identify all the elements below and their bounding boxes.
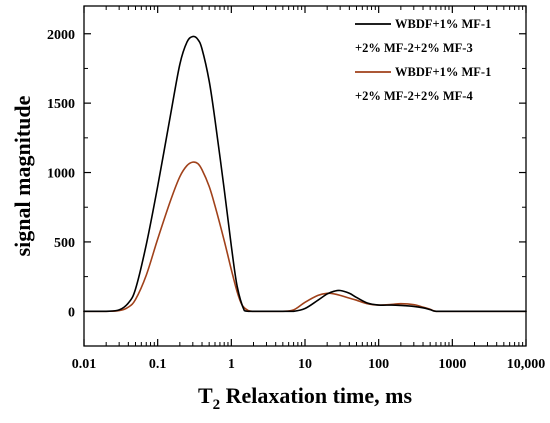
legend-label-2-line-1: WBDF+1% MF-1 bbox=[395, 65, 491, 79]
plot-area bbox=[83, 35, 527, 313]
x-tick-label: 0.1 bbox=[149, 357, 167, 372]
y-tick-label: 2000 bbox=[47, 28, 75, 43]
x-tick-label: 1 bbox=[228, 357, 235, 372]
legend-label-2-line-2: +2% MF-2+2% MF-4 bbox=[355, 89, 473, 103]
series-line-1 bbox=[83, 35, 527, 313]
legend-label-1-line-2: +2% MF-2+2% MF-3 bbox=[355, 41, 473, 55]
y-tick-label: 1000 bbox=[47, 167, 75, 182]
y-tick-label: 0 bbox=[68, 305, 75, 320]
x-tick-label: 10 bbox=[298, 357, 312, 372]
x-tick-label: 10,000 bbox=[507, 357, 546, 372]
x-axis-title: T2 Relaxation time, ms bbox=[198, 383, 412, 413]
x-axis-title-rest: Relaxation time, ms bbox=[220, 383, 412, 408]
legend: WBDF+1% MF-1 +2% MF-2+2% MF-3 WBDF+1% MF-1… bbox=[355, 17, 491, 103]
y-tick-label: 500 bbox=[54, 236, 75, 251]
y-tick-label: 1500 bbox=[47, 97, 75, 112]
legend-label-1-line-1: WBDF+1% MF-1 bbox=[395, 17, 491, 31]
x-tick-label: 1000 bbox=[438, 357, 466, 372]
x-tick-label: 100 bbox=[368, 357, 389, 372]
axes: 0.01 0.1 1 10 100 1000 10,000 0 500 1000 1500 2000 T… bbox=[10, 5, 546, 413]
plot-frame bbox=[83, 5, 527, 347]
x-tick-label: 0.01 bbox=[72, 357, 97, 372]
x-axis-title-main: T bbox=[198, 383, 213, 408]
y-axis-title: signal magnitude bbox=[10, 95, 35, 256]
x-axis-title-subscript: 2 bbox=[213, 397, 221, 413]
series-line-2 bbox=[83, 161, 527, 313]
